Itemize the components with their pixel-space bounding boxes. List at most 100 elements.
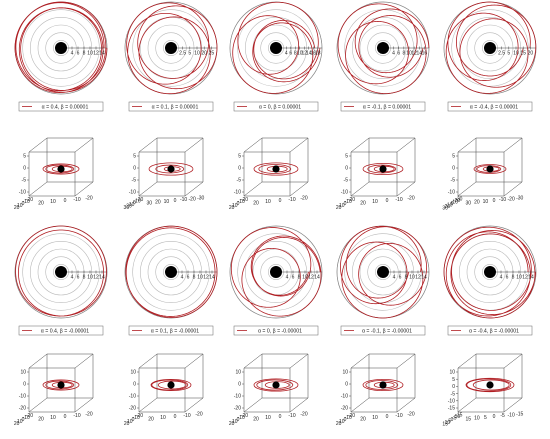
polar-plot-3-3: 4 6 8 10 12 14 α = 0, β = -0.00001 bbox=[229, 225, 323, 336]
radial-tick-label: 10 bbox=[406, 51, 412, 57]
orbit-trajectory bbox=[151, 379, 189, 391]
orbit-trajectory bbox=[125, 225, 218, 318]
box-edge bbox=[289, 137, 309, 153]
radial-tick-label: 8 bbox=[83, 275, 86, 281]
legend-label: α = 0.1, β = 0.00001 bbox=[152, 105, 199, 111]
central-mass bbox=[379, 381, 387, 389]
legend-box bbox=[128, 325, 214, 336]
x-tick-label: -10 bbox=[23, 199, 30, 205]
y-tick-label: -30 bbox=[197, 195, 204, 201]
y-tick-label: 0 bbox=[279, 414, 282, 420]
y-tick-label: -10 bbox=[73, 413, 80, 419]
central-mass bbox=[486, 165, 494, 173]
box-edge bbox=[396, 181, 416, 197]
y-tick-label: -20 bbox=[85, 196, 92, 202]
polar-plot-1-2: 2.5 5 10 20 25 α = 0.1, β = 0.00001 bbox=[124, 1, 218, 112]
y-tick-label: 0 bbox=[64, 198, 67, 204]
y-tick-label: 20 bbox=[474, 200, 480, 206]
z-tick-label: -10 bbox=[341, 394, 348, 400]
box-edge bbox=[350, 353, 370, 369]
radial-tick-label: 5 bbox=[507, 51, 510, 57]
central-mass bbox=[272, 381, 280, 389]
radial-tick-label: 4 bbox=[71, 275, 74, 281]
radial-tick-label: 8 bbox=[193, 275, 196, 281]
box-edge bbox=[138, 397, 158, 413]
z-tick-label: 5 bbox=[345, 154, 348, 160]
z-tick-label: 10 bbox=[449, 370, 455, 376]
box-edge bbox=[350, 181, 370, 197]
z-tick-label: -10 bbox=[19, 190, 26, 196]
central-mass bbox=[379, 165, 387, 173]
orbit-trajectory bbox=[14, 1, 108, 93]
box-edge bbox=[138, 353, 158, 369]
y-tick-label: 0 bbox=[279, 198, 282, 204]
orbit-trajectory bbox=[42, 379, 80, 391]
orbit-trajectory bbox=[15, 225, 107, 317]
radial-tick-label: 8 bbox=[294, 51, 297, 57]
x-tick-label: 0 bbox=[451, 201, 454, 207]
central-mass bbox=[377, 266, 389, 278]
z-tick-label: 0 bbox=[452, 384, 455, 390]
box-edge bbox=[138, 137, 158, 153]
legend-label: α = 0.4, β = 0.00001 bbox=[42, 105, 89, 111]
box-edge bbox=[289, 181, 309, 197]
box-edge bbox=[184, 137, 204, 153]
box-edge bbox=[74, 181, 94, 197]
z-tick-label: 5 bbox=[452, 377, 455, 383]
y-tick-label: 0 bbox=[386, 414, 389, 420]
box-edge bbox=[457, 137, 477, 153]
y-tick-label: 20 bbox=[360, 200, 366, 206]
polar-plot-1-4: 4 6 8 10 12 14 16 α = -0.1, β = 0.00001 bbox=[336, 1, 430, 112]
orbit-trajectory bbox=[150, 378, 192, 391]
polar-plot-3-4: 4 6 8 10 12 14 α = -0.1, β = -0.00001 bbox=[336, 225, 430, 336]
z-tick-label: 5 bbox=[133, 154, 136, 160]
z-tick-label: 10 bbox=[235, 370, 241, 376]
box-edge bbox=[28, 353, 48, 369]
z-tick-label: 0 bbox=[452, 166, 455, 172]
x-tick-label: 20 bbox=[229, 205, 235, 211]
box-edge bbox=[138, 181, 158, 197]
legend-box bbox=[447, 101, 533, 112]
box-edge bbox=[503, 353, 523, 369]
radial-tick-label: 14 bbox=[209, 275, 215, 281]
central-mass bbox=[270, 42, 282, 54]
radial-tick-label: 20 bbox=[201, 51, 207, 57]
legend-box bbox=[128, 101, 214, 112]
z-tick-label: 5 bbox=[238, 154, 241, 160]
x-tick-label: 10 bbox=[445, 420, 451, 426]
z-tick-label: -10 bbox=[234, 394, 241, 400]
orbit-trajectory bbox=[230, 227, 322, 317]
z-tick-label: 0 bbox=[345, 382, 348, 388]
radial-tick-label: 4 bbox=[286, 275, 289, 281]
central-mass bbox=[272, 165, 280, 173]
z-tick-label: -10 bbox=[448, 190, 455, 196]
y-tick-label: -20 bbox=[189, 196, 196, 202]
orbit-trajectory bbox=[45, 164, 75, 174]
radial-tick-label: 8 bbox=[298, 275, 301, 281]
x-tick-label: 20 bbox=[14, 205, 20, 211]
radial-tick-label: 12 bbox=[411, 51, 417, 57]
x-tick-label: -20 bbox=[453, 198, 460, 204]
legend-box bbox=[18, 101, 104, 112]
radial-tick-label: 4 bbox=[500, 275, 503, 281]
box-edge bbox=[243, 353, 263, 369]
legend-box bbox=[340, 325, 426, 336]
y-tick-label: 0 bbox=[493, 414, 496, 420]
z-tick-label: -10 bbox=[234, 190, 241, 196]
x-tick-label: -10 bbox=[451, 200, 458, 206]
y-tick-label: 0 bbox=[174, 414, 177, 420]
y-tick-label: -10 bbox=[180, 197, 187, 203]
central-mass bbox=[486, 381, 494, 389]
y-tick-label: 20 bbox=[38, 200, 44, 206]
x-tick-label: -10 bbox=[238, 415, 245, 421]
y-tick-label: 20 bbox=[360, 416, 366, 422]
z-tick-label: 0 bbox=[23, 166, 26, 172]
x-tick-label: -10 bbox=[238, 199, 245, 205]
orbit-trajectory bbox=[367, 164, 397, 174]
y-tick-label: -10 bbox=[73, 197, 80, 203]
polar-plot-1-1: 4 6 8 10 12 14 α = 0.4, β = 0.00001 bbox=[14, 1, 108, 112]
box-edge bbox=[28, 397, 48, 413]
box-edge bbox=[396, 353, 416, 369]
legend-label: α = 0, β = -0.00001 bbox=[258, 329, 302, 335]
